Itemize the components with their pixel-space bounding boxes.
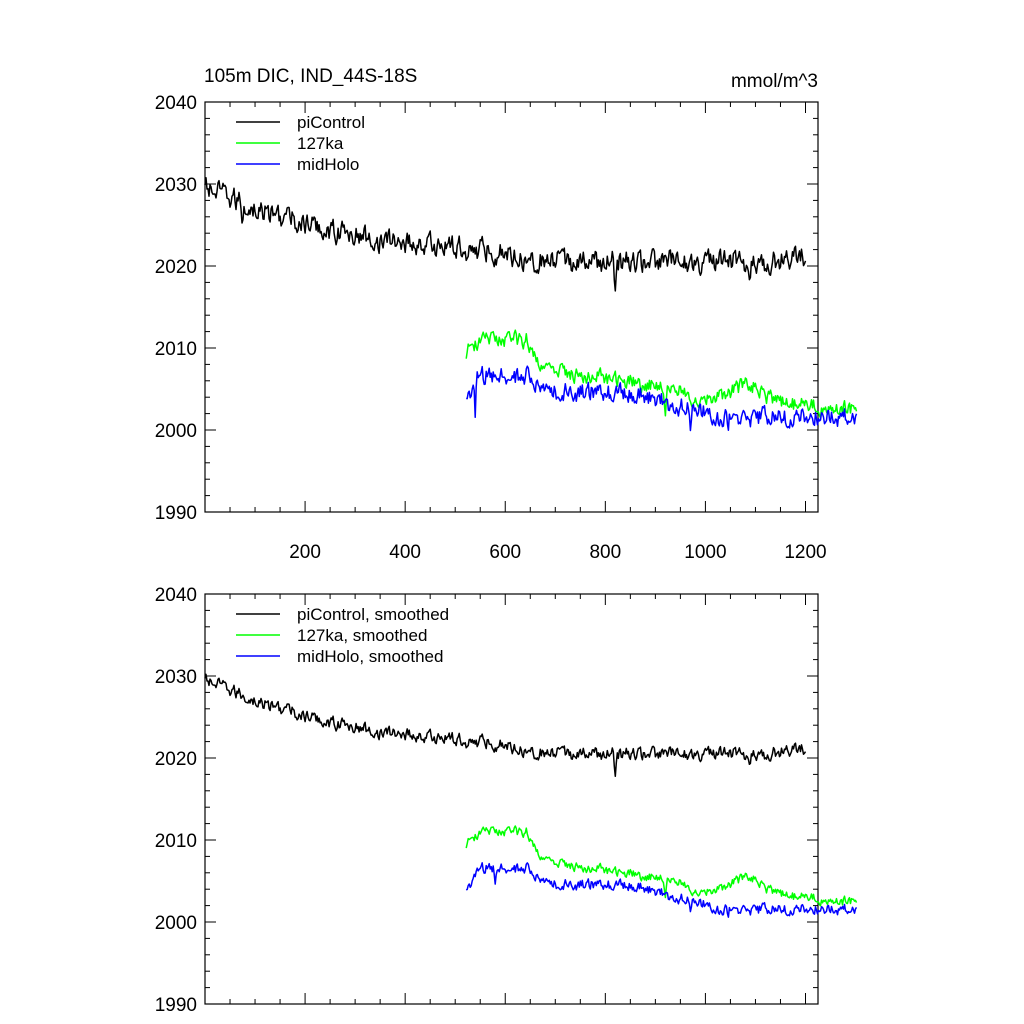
y-tick-label: 2040 [155, 93, 197, 114]
x-tick-label: 1000 [684, 542, 726, 563]
y-tick-label: 2030 [155, 667, 197, 688]
x-tick-label: 1200 [784, 542, 826, 563]
legend-label: 127ka [297, 134, 344, 153]
series-line [466, 365, 858, 432]
y-tick-label: 2020 [155, 749, 197, 770]
y-tick-label: 1990 [155, 995, 197, 1016]
x-tick-label: 400 [389, 542, 421, 563]
y-tick-label: 2000 [155, 913, 197, 934]
panel-raw: 1990 2000 2010 2020 2030 2040 200 400 600 800 1000… [155, 93, 858, 563]
y-tick-label: 2030 [155, 175, 197, 196]
y-tick-label: 2010 [155, 339, 197, 360]
legend-label: midHolo [297, 155, 359, 174]
y-tick-label: 1990 [155, 503, 197, 524]
y-tick-label: 2020 [155, 257, 197, 278]
y-tick-label: 2000 [155, 421, 197, 442]
series-line [465, 329, 858, 419]
plot-frame [204, 101, 819, 513]
series-line [465, 862, 858, 918]
series-line [204, 176, 807, 292]
y-tick-label: 2010 [155, 831, 197, 852]
y-tick-label: 2040 [155, 585, 197, 606]
x-tick-label: 200 [289, 542, 321, 563]
series-line [465, 825, 858, 907]
legend-label: midHolo, smoothed [297, 647, 443, 666]
plot-frame [204, 593, 819, 1005]
panel-smoothed: 1990 2000 2010 2020 2030 2040 piControl, smoot… [155, 585, 858, 1016]
series-line [204, 673, 807, 778]
legend-label: 127ka, smoothed [297, 626, 427, 645]
x-tick-label: 800 [589, 542, 621, 563]
legend-label: piControl, smoothed [297, 605, 449, 624]
figure-title-left: 105m DIC, IND_44S-18S [204, 66, 417, 87]
x-tick-label: 600 [489, 542, 521, 563]
legend-label: piControl [297, 113, 365, 132]
figure-title-right: mmol/m^3 [731, 71, 818, 92]
